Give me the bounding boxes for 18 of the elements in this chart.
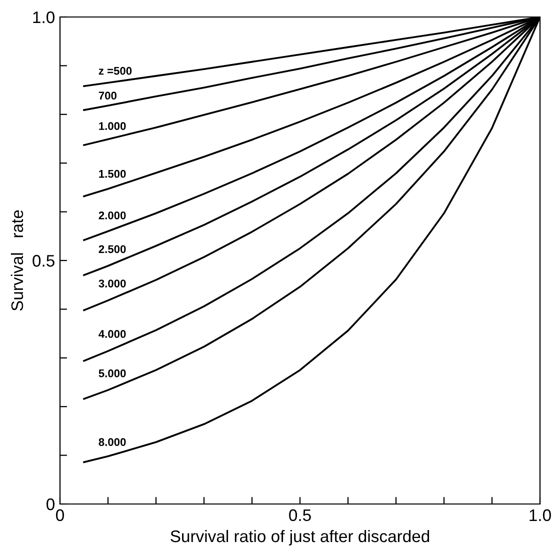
series-label: 4.000: [98, 330, 126, 338]
y-axis-title: Survival rate: [10, 210, 24, 311]
series-label: 2.500: [98, 245, 126, 254]
series-label: 1.000: [99, 122, 126, 130]
series-label: 8.000: [98, 438, 126, 446]
series-label: 2.000: [98, 211, 126, 220]
y-tick-label: 0: [46, 498, 54, 510]
x-tick-label: 0: [56, 509, 64, 522]
series-label: 5.000: [98, 369, 126, 378]
y-tick-label: 1.0: [33, 11, 54, 24]
series-label: 700: [98, 92, 116, 100]
series-label: 1.500: [99, 170, 126, 178]
x-tick-label: 1.0: [530, 509, 551, 522]
x-axis-title: Survival ratio of just after discarded: [170, 530, 430, 546]
y-tick-label: 0.5: [32, 254, 54, 267]
series-label: z =500: [98, 66, 132, 75]
series-label: 3.000: [98, 280, 126, 288]
x-tick-label: 0.5: [289, 509, 311, 522]
